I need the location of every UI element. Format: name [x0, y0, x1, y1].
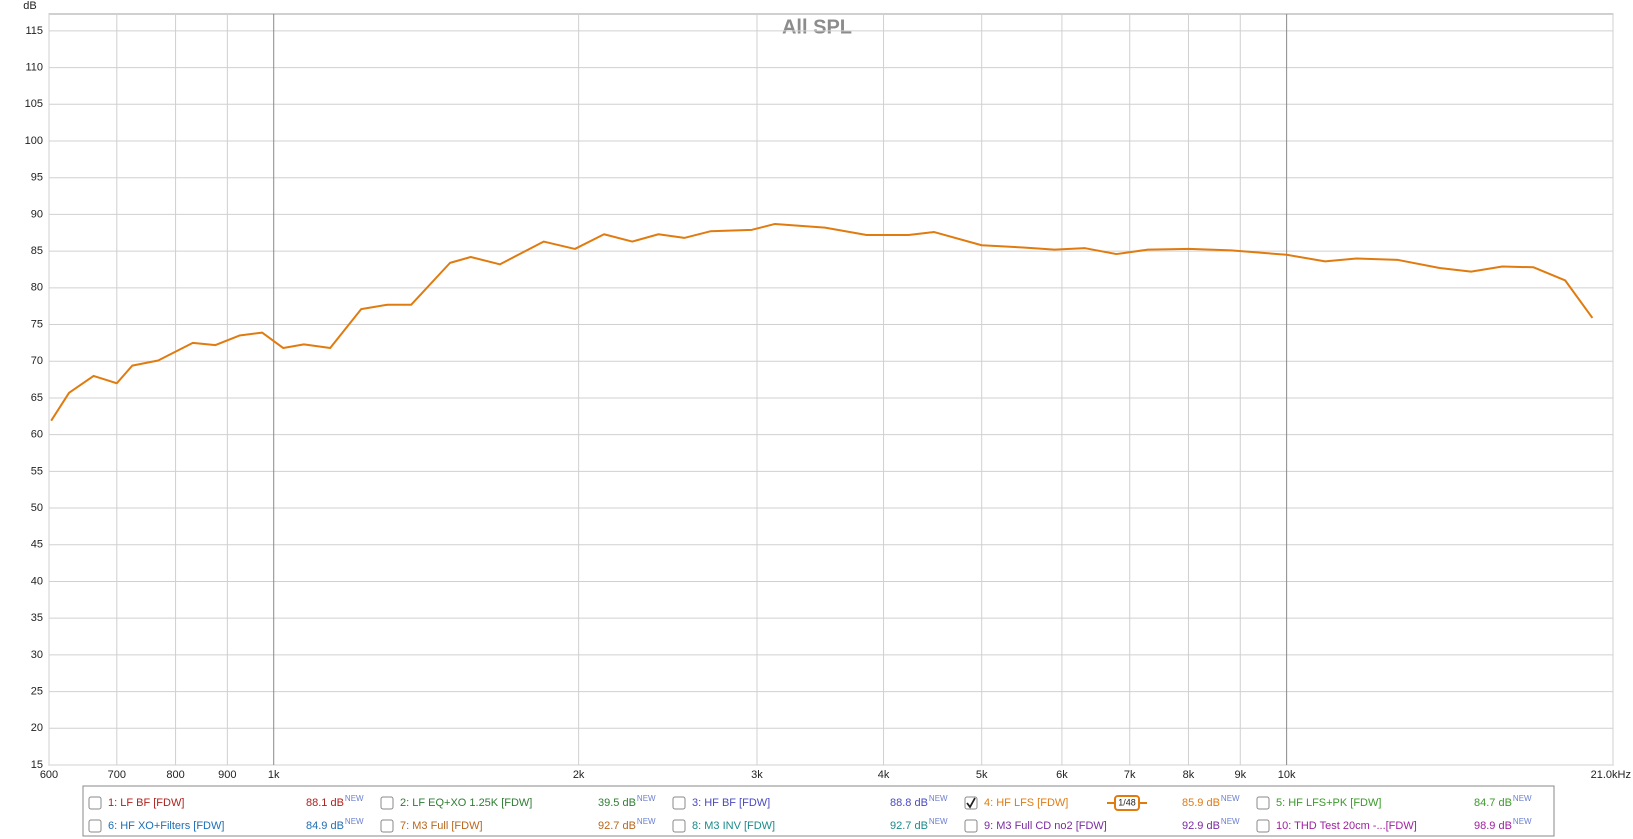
legend-label: 6: HF XO+Filters [FDW]	[108, 820, 224, 832]
legend-label: 7: M3 Full [FDW]	[400, 820, 483, 832]
legend-level: 84.9 dB	[306, 820, 344, 832]
y-tick-label: 80	[31, 282, 43, 294]
smoothing-label: 1/48	[1118, 797, 1136, 807]
legend-level: 85.9 dB	[1182, 797, 1220, 809]
x-tick-label: 700	[108, 769, 126, 781]
y-tick-label: 110	[25, 61, 43, 73]
x-tick-label: 8k	[1183, 769, 1195, 781]
x-tick-label: 600	[40, 769, 58, 781]
new-badge: NEW	[637, 794, 656, 803]
series-line	[50, 222, 1594, 422]
legend-level: 92.9 dB	[1182, 820, 1220, 832]
legend-label: 1: LF BF [FDW]	[108, 797, 184, 809]
legend-entry[interactable]: 4: HF LFS [FDW] 85.9 dB NEW 1/48	[964, 794, 1240, 811]
legend-label: 5: HF LFS+PK [FDW]	[1276, 797, 1381, 809]
legend-entry[interactable]: 6: HF XO+Filters [FDW] 84.9 dB NEW	[88, 817, 364, 833]
new-badge: NEW	[345, 794, 364, 803]
legend-entry[interactable]: 1: LF BF [FDW] 88.1 dB NEW	[88, 794, 364, 810]
checkbox[interactable]	[88, 819, 102, 833]
y-tick-label: 30	[31, 649, 43, 661]
y-tick-label: 90	[31, 208, 43, 220]
legend-entry[interactable]: 2: LF EQ+XO 1.25K [FDW] 39.5 dB NEW	[380, 794, 656, 810]
y-tick-label: 70	[31, 355, 43, 367]
legend-entry[interactable]: 3: HF BF [FDW] 88.8 dB NEW	[672, 794, 948, 810]
checkbox[interactable]	[964, 819, 978, 833]
x-tick-label: 10k	[1278, 769, 1296, 781]
legend-level: 92.7 dB	[890, 820, 928, 832]
x-tick-label: 1k	[268, 769, 280, 781]
new-badge: NEW	[1513, 794, 1532, 803]
checkbox[interactable]	[380, 796, 394, 810]
legend-label: 9: M3 Full CD no2 [FDW]	[984, 820, 1107, 832]
y-tick-label: 35	[31, 612, 43, 624]
x-tick-label: 3k	[751, 769, 763, 781]
new-badge: NEW	[929, 794, 948, 803]
legend-entry[interactable]: 5: HF LFS+PK [FDW] 84.7 dB NEW	[1256, 794, 1532, 810]
y-tick-label: 100	[25, 135, 43, 147]
legend-entry[interactable]: 9: M3 Full CD no2 [FDW] 92.9 dB NEW	[964, 817, 1240, 833]
legend-level: 88.1 dB	[306, 797, 344, 809]
y-tick-label: 55	[31, 465, 43, 477]
y-tick-label: 40	[31, 575, 43, 587]
x-tick-label: 2k	[573, 769, 585, 781]
legend-entry[interactable]: 7: M3 Full [FDW] 92.7 dB NEW	[380, 817, 656, 833]
x-tick-label: 900	[218, 769, 236, 781]
legend-label: 8: M3 INV [FDW]	[692, 820, 775, 832]
legend-level: 88.8 dB	[890, 797, 928, 809]
legend-box	[82, 785, 1555, 837]
y-tick-label: 15	[31, 759, 43, 771]
y-tick-label: 45	[31, 539, 43, 551]
legend-level: 84.7 dB	[1474, 797, 1512, 809]
y-tick-label: 75	[31, 318, 43, 330]
checkmark	[966, 797, 976, 809]
legend-label: 3: HF BF [FDW]	[692, 797, 770, 809]
x-tick-label: 9k	[1234, 769, 1246, 781]
checkbox[interactable]	[1256, 796, 1270, 810]
x-tick-label: 7k	[1124, 769, 1136, 781]
chart-title: All SPL	[782, 16, 852, 38]
new-badge: NEW	[1221, 794, 1240, 803]
y-tick-label: 25	[31, 685, 43, 697]
x-tick-label: 6k	[1056, 769, 1068, 781]
grid	[48, 14, 1614, 766]
checkbox[interactable]	[1256, 819, 1270, 833]
y-tick-label: 115	[25, 25, 43, 37]
y-tick-label: 60	[31, 429, 43, 441]
checkbox[interactable]	[672, 796, 686, 810]
legend-level: 39.5 dB	[598, 797, 636, 809]
y-tick-label: 95	[31, 172, 43, 184]
legend-level: 98.9 dB	[1474, 820, 1512, 832]
legend-label: 2: LF EQ+XO 1.25K [FDW]	[400, 797, 532, 809]
x-tick-label: 800	[166, 769, 184, 781]
y-tick-label: 20	[31, 722, 43, 734]
y-tick-label: 105	[25, 98, 43, 110]
x-tick-label: 4k	[878, 769, 890, 781]
legend-entry[interactable]: 10: THD Test 20cm -...[FDW] 98.9 dB NEW	[1256, 817, 1532, 833]
legend-level: 92.7 dB	[598, 820, 636, 832]
y-axis-label: dB	[23, 0, 36, 12]
smoothing-box[interactable]	[1114, 795, 1140, 811]
legend-label: 10: THD Test 20cm -...[FDW]	[1276, 820, 1417, 832]
x-tick-label: 5k	[976, 769, 988, 781]
checkbox[interactable]	[380, 819, 394, 833]
y-tick-label: 65	[31, 392, 43, 404]
checkbox[interactable]	[672, 819, 686, 833]
x-tick-label: 21.0kHz	[1591, 769, 1631, 781]
new-badge: NEW	[637, 817, 656, 826]
plot-area	[48, 13, 1614, 766]
checkbox[interactable]	[88, 796, 102, 810]
legend-label: 4: HF LFS [FDW]	[984, 797, 1068, 809]
new-badge: NEW	[1513, 817, 1532, 826]
new-badge: NEW	[345, 817, 364, 826]
legend-entry[interactable]: 8: M3 INV [FDW] 92.7 dB NEW	[672, 817, 948, 833]
y-tick-label: 50	[31, 502, 43, 514]
y-tick-label: 85	[31, 245, 43, 257]
new-badge: NEW	[1221, 817, 1240, 826]
new-badge: NEW	[929, 817, 948, 826]
